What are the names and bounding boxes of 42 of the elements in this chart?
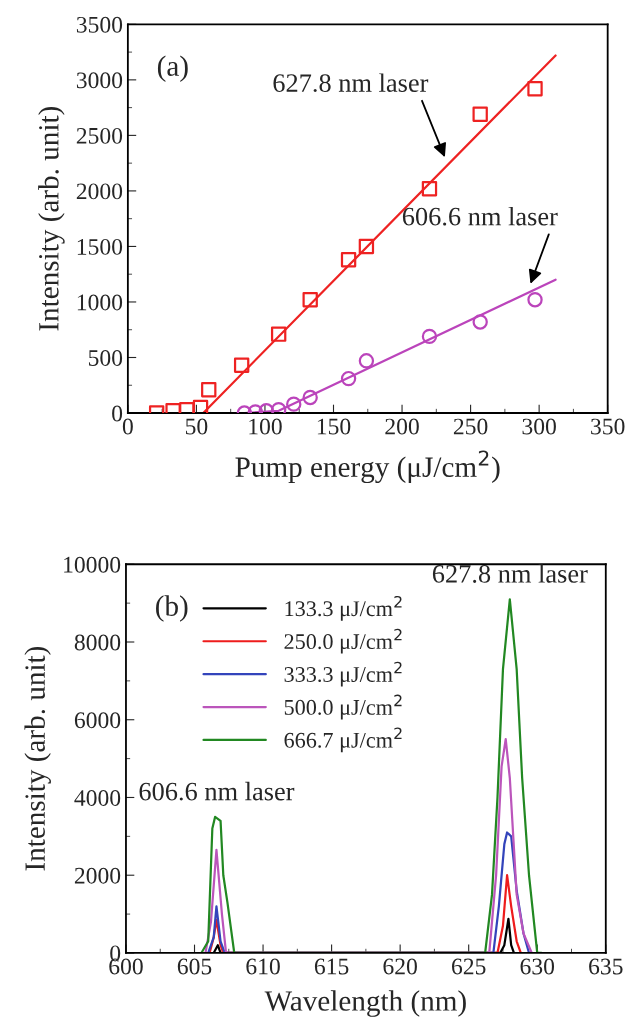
x-tick-label: 150 <box>317 418 351 435</box>
y-tick-label: 2000 <box>76 183 123 200</box>
legend-label: 250.0 μJ/cm$^{2}$ <box>284 628 402 654</box>
y-tick-label: 4000 <box>74 789 121 806</box>
x-tick-label: 100 <box>249 418 282 435</box>
annotation: (b) <box>156 595 188 622</box>
annotation: 606.6 nm laser <box>139 781 295 801</box>
annotation: 627.8 nm laser <box>432 564 588 583</box>
x-tick-label: 200 <box>385 418 419 435</box>
y-tick-label: 2000 <box>74 867 121 884</box>
y-tick-label: 2500 <box>76 127 123 144</box>
y-tick-label: 1000 <box>77 294 123 311</box>
x-tick-label: 50 <box>185 418 208 435</box>
annotation: 606.6 nm laser <box>402 206 558 226</box>
y-axis-title: Intensity (arb. unit) <box>24 646 51 871</box>
x-tick-label: 625 <box>452 958 486 975</box>
x-tick-label: 635 <box>589 958 623 975</box>
x-tick-label: 605 <box>177 958 212 975</box>
y-tick-label: 6000 <box>74 712 121 729</box>
legend-label: 333.3 μJ/cm$^{2}$ <box>284 661 402 687</box>
y-tick-label: 500 <box>88 349 123 366</box>
y-tick-label: 10000 <box>64 556 121 573</box>
legend-label: 666.7 μJ/cm$^{2}$ <box>284 727 402 753</box>
x-tick-label: 300 <box>522 418 556 435</box>
y-tick-label: 3000 <box>76 72 123 89</box>
y-tick-label: 0 <box>112 405 123 422</box>
y-tick-label: 8000 <box>74 634 121 651</box>
x-axis-title: Wavelength (nm) <box>264 990 466 1017</box>
x-tick-label: 250 <box>453 418 488 435</box>
legend-label: 500.0 μJ/cm$^{2}$ <box>284 694 402 720</box>
y-tick-label: 1500 <box>77 238 123 255</box>
x-tick-label: 615 <box>314 958 349 975</box>
x-tick-label: 610 <box>246 958 280 975</box>
legend-label: 133.3 μJ/cm$^{2}$ <box>285 595 402 621</box>
annotation: (a) <box>157 55 188 82</box>
x-tick-label: 620 <box>383 958 417 975</box>
x-tick-label: 630 <box>520 958 555 975</box>
x-axis-title: Pump energy (μJ/cm$^{2}$) <box>235 450 500 484</box>
y-tick-label: 3500 <box>76 16 123 33</box>
y-axis-title: Intensity (arb. unit) <box>38 106 65 331</box>
annotation: 627.8 nm laser <box>273 73 429 93</box>
x-tick-label: 350 <box>591 418 625 435</box>
